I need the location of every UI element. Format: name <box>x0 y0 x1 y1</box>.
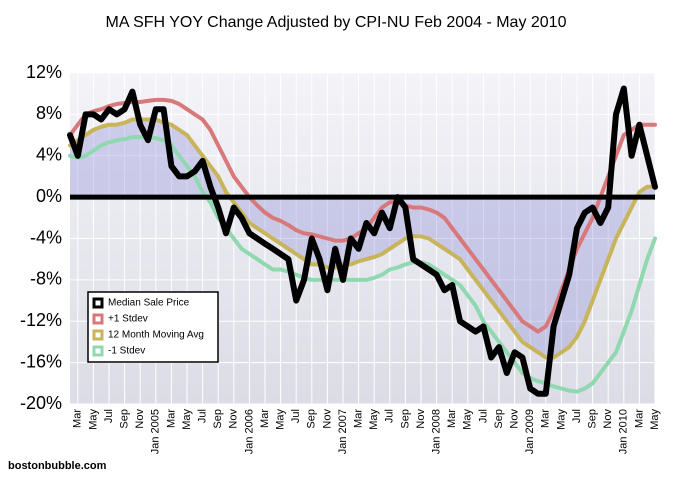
series-line <box>67 85 658 397</box>
x-tick-label: Mar <box>165 409 177 428</box>
x-tick-label: Nov <box>321 409 333 429</box>
y-tick-label: -8% <box>30 269 62 289</box>
y-tick-label: 0% <box>36 186 62 206</box>
x-tick-label: Jan 2007 <box>337 409 349 454</box>
x-tick-label: Nov <box>509 409 521 429</box>
legend-label: Median Sale Price <box>108 298 190 309</box>
x-tick-label: Jul <box>477 409 489 423</box>
x-tick-label: Jan 2010 <box>618 409 630 454</box>
legend-swatch <box>92 329 104 341</box>
y-tick-label: 12% <box>26 62 62 82</box>
x-tick-label: Sep <box>493 409 505 429</box>
y-tick-label: -16% <box>20 351 62 371</box>
y-tick-label: 4% <box>36 145 62 165</box>
x-tick-label: Jul <box>197 409 209 423</box>
y-tick-label: -4% <box>30 227 62 247</box>
x-tick-label: Nov <box>602 409 614 429</box>
y-tick-label: -20% <box>20 393 62 413</box>
x-tick-label: Sep <box>587 409 599 429</box>
legend-swatch <box>92 345 104 357</box>
footer: bostonbubble.com <box>8 460 107 472</box>
x-tick-label: Sep <box>399 409 411 429</box>
chart-title: MA SFH YOY Change Adjusted by CPI-NU Feb… <box>106 14 567 31</box>
x-tick-label: May <box>275 409 287 430</box>
x-tick-label: Sep <box>306 409 318 429</box>
x-tick-label: May <box>462 409 474 430</box>
x-tick-label: Jul <box>384 409 396 423</box>
legend-label: 12 Month Moving Avg <box>108 330 204 341</box>
x-tick-label: Sep <box>212 409 224 429</box>
legend-label: +1 Stdev <box>108 314 148 325</box>
x-tick-label: Nov <box>415 409 427 429</box>
x-tick-label: May <box>555 409 567 430</box>
x-tick-label: Jan 2006 <box>243 409 255 454</box>
x-tick-label: Jul <box>103 409 115 423</box>
x-tick-label: Sep <box>119 409 131 429</box>
legend-box <box>87 291 219 363</box>
x-tick-label: May <box>181 409 193 430</box>
x-tick-label: Mar <box>72 409 84 428</box>
x-tick-label: May <box>87 409 99 430</box>
x-tick-label: May <box>649 409 661 430</box>
x-tick-label: Nov <box>134 409 146 429</box>
y-tick-label: -12% <box>20 310 62 330</box>
y-tick-label: 8% <box>36 103 62 123</box>
x-tick-label: Mar <box>633 409 645 428</box>
x-tick-label: Jul <box>571 409 583 423</box>
x-tick-label: Nov <box>228 409 240 429</box>
legend-swatch <box>92 313 104 325</box>
legend-swatch <box>92 297 104 309</box>
x-tick-label: Jan 2009 <box>524 409 536 454</box>
x-tick-label: Mar <box>540 409 552 428</box>
x-tick-label: Jul <box>290 409 302 423</box>
x-tick-label: Jan 2008 <box>431 409 443 454</box>
x-tick-label: Mar <box>446 409 458 428</box>
x-tick-label: Mar <box>353 409 365 428</box>
legend-label: -1 Stdev <box>108 346 145 357</box>
x-tick-label: May <box>368 409 380 430</box>
x-tick-label: Mar <box>259 409 271 428</box>
x-tick-label: Jan 2005 <box>150 409 162 454</box>
